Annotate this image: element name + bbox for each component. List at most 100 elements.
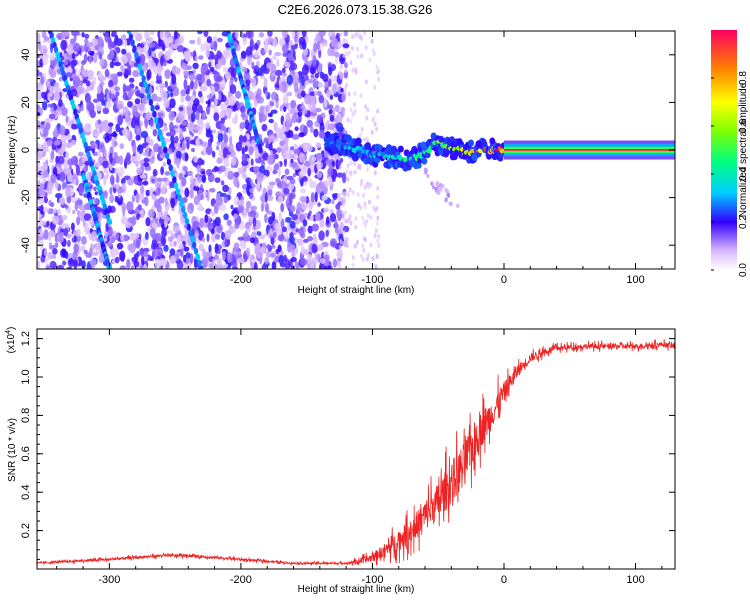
spectrogram-noise-cell: [71, 118, 76, 125]
spectrogram-noise-cell: [375, 220, 379, 226]
spectrogram-noise-cell: [186, 170, 193, 176]
spectrogram-noise-cell: [220, 231, 226, 241]
spectrogram-noise-cell: [245, 31, 253, 39]
spectrogram-noise-cell: [274, 52, 282, 57]
spectrogram-noise-cell: [374, 263, 378, 269]
spectrogram-noise-cell: [278, 254, 285, 265]
spectrogram-noise-cell: [223, 213, 229, 221]
spectrogram-noise-cell: [327, 104, 334, 110]
spectrogram-noise-cell: [163, 244, 169, 252]
spectrogram-noise-cell: [164, 50, 171, 61]
spectrogram-noise-cell: [339, 71, 344, 80]
spectrogram-noise-cell: [341, 241, 345, 247]
spectrogram-noise-cell: [99, 81, 105, 86]
spectrogram-noise-cell: [176, 157, 180, 169]
spectrogram-noise-cell: [50, 173, 57, 184]
spectrogram-noise-cell: [125, 116, 131, 122]
spectrogram-noise-cell: [67, 258, 75, 267]
spectrogram-noise-cell: [63, 250, 69, 259]
spectrogram-noise-cell: [267, 210, 273, 215]
spectrogram-noise-cell: [43, 127, 47, 138]
snr-x-tick-label: 100: [626, 574, 644, 586]
spectrogram-noise-cell: [145, 189, 151, 197]
spectrogram-signal-cell: [421, 157, 428, 165]
spectrogram-noise-cell: [169, 98, 176, 109]
spectrogram-noise-cell: [97, 119, 102, 125]
spectrogram-noise-cell: [351, 190, 355, 195]
spectrogram-noise-cell: [170, 113, 176, 118]
spectrogram-noise-cell: [369, 215, 373, 220]
spectrogram-noise-cell: [96, 85, 102, 95]
spectrogram-noise-cell: [192, 221, 200, 229]
spectrogram-noise-cell: [285, 230, 289, 240]
spectrogram-noise-cell: [117, 114, 124, 126]
spectrogram-noise-cell: [129, 232, 137, 241]
spectrogram-noise-cell: [369, 242, 373, 248]
spectrogram-signal-cell: [374, 156, 381, 164]
spectrogram-noise-cell: [65, 115, 69, 123]
spectrogram-noise-cell: [90, 231, 97, 242]
spectrogram-noise-cell: [215, 120, 223, 130]
spectrogram-noise-cell: [110, 89, 116, 95]
spectrogram-noise-cell: [61, 214, 68, 221]
spectrogram-noise-cell: [89, 258, 97, 266]
spectrogram-noise-cell: [63, 53, 68, 61]
spectrogram-noise-cell: [373, 121, 377, 127]
spectrogram-noise-cell: [181, 176, 187, 187]
spectrogram-noise-cell: [264, 37, 268, 46]
spectrogram-noise-cell: [164, 69, 172, 79]
spectrogram-noise-cell: [43, 169, 49, 178]
spectrogram-streak-cell: [157, 128, 162, 136]
spectrogram-noise-cell: [207, 98, 211, 108]
spectrogram-noise-cell: [127, 68, 132, 76]
spectrogram-noise-cell: [42, 207, 50, 213]
spectrogram-noise-cell: [329, 114, 335, 122]
spectrogram-noise-cell: [237, 257, 245, 265]
spectrogram-noise-cell: [263, 77, 268, 88]
spectrogram-noise-cell: [73, 42, 81, 53]
spectrogram-noise-cell: [348, 50, 351, 56]
spectrogram-noise-cell: [345, 169, 349, 175]
spectrogram-signal-cell: [355, 137, 362, 145]
spectrogram-noise-cell: [298, 36, 306, 46]
spectrogram-noise-cell: [222, 66, 229, 73]
spectrogram-noise-cell: [266, 184, 274, 190]
spectrogram-noise-cell: [96, 37, 104, 47]
spectrogram-noise-cell: [285, 216, 292, 223]
spectrogram-noise-cell: [317, 254, 321, 263]
spectrogram-noise-cell: [366, 213, 370, 219]
spectrogram-noise-cell: [93, 52, 98, 64]
spectrogram-noise-cell: [362, 137, 366, 143]
spectrogram-streak-cell: [183, 211, 188, 219]
spectrogram-noise-cell: [325, 229, 330, 238]
spectrogram-noise-cell: [119, 265, 127, 269]
spectrogram-noise-cell: [54, 127, 58, 132]
spectrogram-noise-cell: [119, 250, 126, 262]
spectrogram-x-tick-label: -200: [230, 274, 252, 286]
spectrogram-noise-cell: [288, 236, 295, 244]
spectrogram-noise-cell: [359, 93, 363, 98]
spectrogram-noise-cell: [151, 223, 158, 228]
spectrogram-noise-cell: [184, 187, 190, 198]
spectrogram-noise-cell: [277, 166, 282, 178]
spectrogram-noise-cell: [131, 265, 135, 269]
spectrogram-noise-cell: [314, 90, 318, 97]
spectrogram-noise-cell: [353, 102, 356, 107]
spectrogram-noise-cell: [163, 98, 170, 109]
spectrogram-noise-cell: [37, 260, 41, 269]
spectrogram-noise-cell: [136, 167, 143, 176]
spectrogram-noise-cell: [241, 146, 245, 156]
snr-x-tick-label: -300: [98, 574, 120, 586]
spectrogram-noise-cell: [342, 215, 345, 221]
snr-y-tick-label: 0.4: [20, 485, 32, 500]
spectrogram-noise-cell: [80, 245, 86, 252]
spectrogram-noise-cell: [173, 240, 177, 247]
spectrogram-noise-cell: [161, 228, 168, 238]
spectrogram-noise-cell: [100, 76, 107, 81]
spectrogram-noise-cell: [161, 43, 166, 52]
spectrogram-noise-cell: [218, 93, 222, 101]
spectrogram-noise-cell: [435, 181, 439, 186]
spectrogram-noise-cell: [70, 89, 78, 97]
spectrogram-noise-cell: [186, 139, 190, 150]
spectrogram-noise-cell: [291, 249, 296, 260]
